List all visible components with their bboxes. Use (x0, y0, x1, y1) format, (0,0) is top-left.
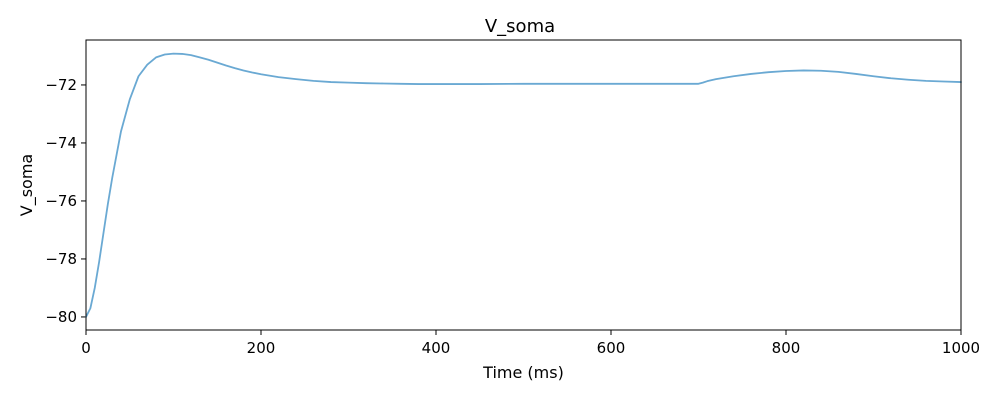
y-axis-label: V_soma (17, 154, 37, 216)
x-axis: 0 200 400 600 800 1000 (81, 330, 980, 357)
x-tick-label: 200 (247, 339, 276, 357)
chart-title: V_soma (485, 16, 555, 37)
x-tick-label: 800 (772, 339, 801, 357)
plot-area (86, 40, 961, 330)
series-line (85, 52, 962, 318)
y-tick-label: −78 (45, 250, 77, 268)
plot-frame (85, 39, 962, 331)
x-tick-label: 0 (81, 339, 91, 357)
x-tick-label: 600 (597, 339, 626, 357)
x-tick-label: 400 (422, 339, 451, 357)
x-axis-label: Time (ms) (482, 363, 564, 382)
y-axis: −80 −78 −76 −74 −72 (45, 76, 86, 326)
y-tick-label: −72 (45, 76, 77, 94)
y-tick-label: −76 (45, 192, 77, 210)
y-tick-label: −74 (45, 134, 77, 152)
y-tick-label: −80 (45, 308, 77, 326)
x-tick-label: 1000 (942, 339, 980, 357)
